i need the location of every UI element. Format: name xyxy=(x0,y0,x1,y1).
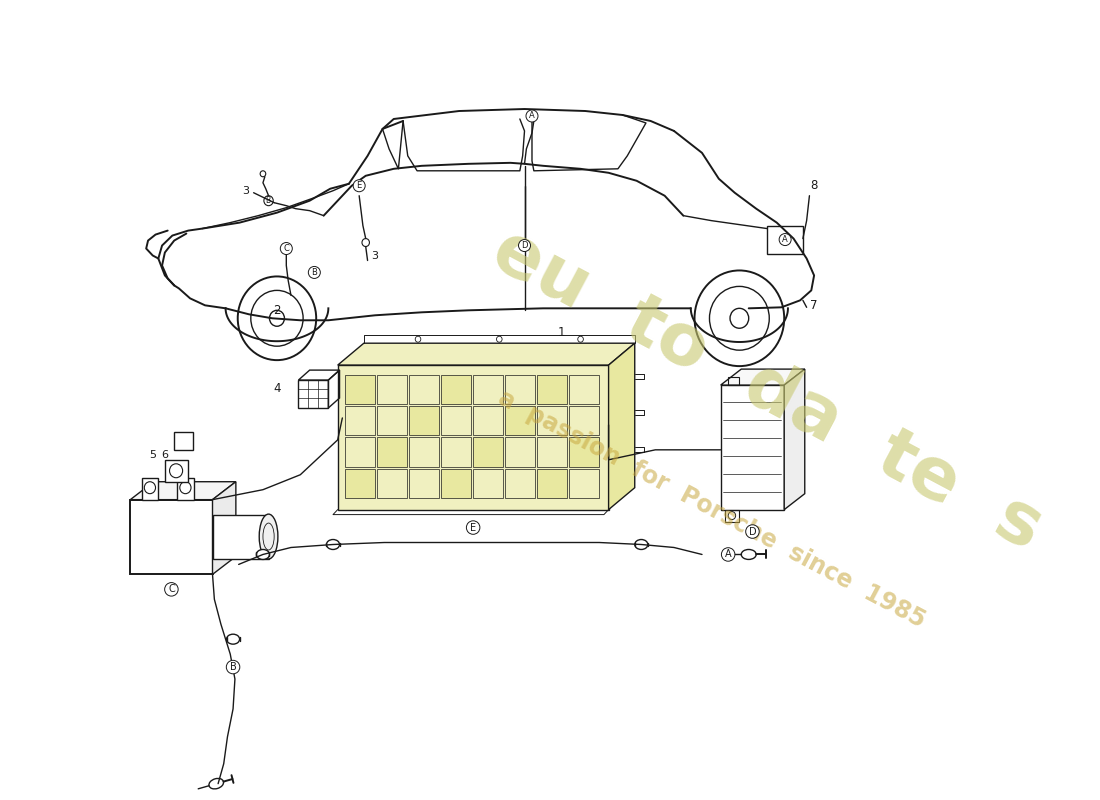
Polygon shape xyxy=(569,375,600,404)
Text: A: A xyxy=(529,111,535,121)
Polygon shape xyxy=(409,438,439,466)
Polygon shape xyxy=(441,438,471,466)
Polygon shape xyxy=(473,469,504,498)
Polygon shape xyxy=(212,482,235,574)
Polygon shape xyxy=(720,369,805,385)
Polygon shape xyxy=(441,469,471,498)
Text: C: C xyxy=(284,244,289,253)
Polygon shape xyxy=(473,375,504,404)
Polygon shape xyxy=(505,406,536,435)
Text: 6: 6 xyxy=(162,450,168,460)
Ellipse shape xyxy=(741,550,756,559)
Polygon shape xyxy=(473,406,504,435)
Polygon shape xyxy=(377,438,407,466)
Polygon shape xyxy=(377,406,407,435)
Polygon shape xyxy=(784,369,805,510)
Text: E: E xyxy=(470,522,476,533)
Polygon shape xyxy=(377,469,407,498)
Text: 8: 8 xyxy=(811,179,817,192)
Text: a  passion  for  Porsche  since  1985: a passion for Porsche since 1985 xyxy=(494,386,930,633)
Polygon shape xyxy=(537,438,568,466)
Polygon shape xyxy=(505,469,536,498)
Polygon shape xyxy=(377,375,407,404)
Text: D: D xyxy=(521,241,528,250)
Polygon shape xyxy=(569,406,600,435)
FancyBboxPatch shape xyxy=(768,226,803,254)
Polygon shape xyxy=(130,500,212,574)
Text: B: B xyxy=(311,268,317,277)
Polygon shape xyxy=(409,406,439,435)
Polygon shape xyxy=(441,406,471,435)
Text: 1: 1 xyxy=(558,326,565,338)
Text: A: A xyxy=(725,550,732,559)
Polygon shape xyxy=(174,432,192,450)
Ellipse shape xyxy=(635,539,648,550)
Polygon shape xyxy=(338,343,635,365)
Ellipse shape xyxy=(256,550,270,559)
Polygon shape xyxy=(345,406,375,435)
Ellipse shape xyxy=(327,539,340,550)
Polygon shape xyxy=(441,375,471,404)
Polygon shape xyxy=(608,343,635,510)
Text: 3: 3 xyxy=(372,250,378,261)
Text: B: B xyxy=(265,196,271,205)
Polygon shape xyxy=(537,469,568,498)
Text: A: A xyxy=(782,235,788,244)
Polygon shape xyxy=(409,375,439,404)
Polygon shape xyxy=(569,438,600,466)
Text: E: E xyxy=(356,182,362,190)
Polygon shape xyxy=(505,438,536,466)
Polygon shape xyxy=(505,375,536,404)
Polygon shape xyxy=(212,514,268,559)
Text: 2: 2 xyxy=(273,304,280,317)
Polygon shape xyxy=(130,482,235,500)
Polygon shape xyxy=(537,375,568,404)
Polygon shape xyxy=(473,438,504,466)
Text: C: C xyxy=(168,584,175,594)
Polygon shape xyxy=(345,375,375,404)
Ellipse shape xyxy=(227,634,240,644)
Polygon shape xyxy=(338,365,608,510)
Polygon shape xyxy=(409,469,439,498)
Text: eu  to  da  te  s: eu to da te s xyxy=(481,216,1054,564)
Ellipse shape xyxy=(260,514,278,559)
Polygon shape xyxy=(345,469,375,498)
Polygon shape xyxy=(569,469,600,498)
Text: B: B xyxy=(230,662,236,672)
Polygon shape xyxy=(177,478,194,500)
Text: 3: 3 xyxy=(243,186,250,196)
Polygon shape xyxy=(720,385,784,510)
Polygon shape xyxy=(142,478,158,500)
Text: 4: 4 xyxy=(273,382,280,394)
Text: 5: 5 xyxy=(150,450,156,460)
Polygon shape xyxy=(345,438,375,466)
Polygon shape xyxy=(165,460,188,482)
Text: D: D xyxy=(749,526,757,537)
Polygon shape xyxy=(537,406,568,435)
Ellipse shape xyxy=(209,778,223,789)
Text: 7: 7 xyxy=(811,299,818,312)
